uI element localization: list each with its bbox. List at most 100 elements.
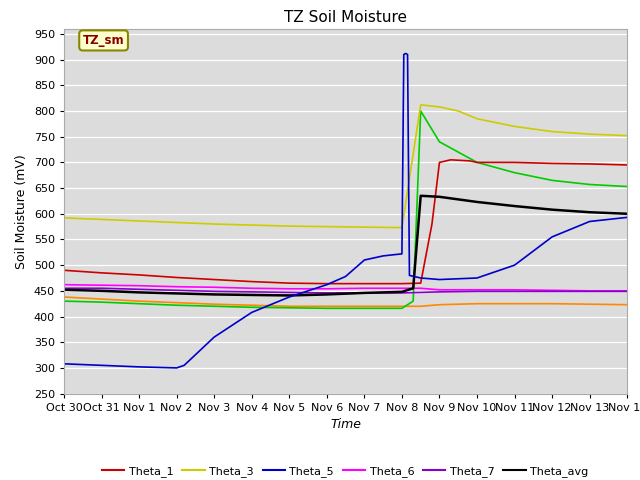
Theta_2: [511, 301, 518, 307]
Theta_7: [398, 290, 406, 296]
Theta_4: [511, 170, 518, 176]
Theta_2: [173, 300, 180, 306]
Theta_5: [285, 294, 293, 300]
Theta_2: [98, 296, 106, 302]
Theta_6: [248, 286, 255, 291]
Theta_5: [404, 52, 412, 58]
Theta_1: [285, 280, 293, 286]
Theta_1: [323, 281, 331, 287]
Theta_2: [360, 303, 368, 309]
Theta_6: [173, 284, 180, 289]
Theta_3: [454, 108, 462, 114]
Theta_3: [586, 131, 593, 137]
Theta_2: [135, 298, 143, 304]
Theta_5: [548, 234, 556, 240]
Theta_4: [135, 301, 143, 307]
Theta_5: [436, 276, 444, 282]
Theta_4: [548, 178, 556, 183]
Theta_3: [473, 116, 481, 121]
Theta_4: [248, 304, 255, 310]
Theta_1: [586, 161, 593, 167]
Theta_5: [398, 251, 406, 257]
Text: TZ_sm: TZ_sm: [83, 34, 124, 47]
Theta_5: [402, 50, 410, 56]
Theta_7: [623, 288, 631, 294]
Line: Theta_avg: Theta_avg: [64, 196, 627, 296]
Line: Theta_7: Theta_7: [64, 288, 627, 293]
Theta_avg: [623, 211, 631, 216]
Theta_3: [323, 224, 331, 229]
Theta_1: [447, 157, 454, 163]
Theta_3: [417, 102, 424, 108]
Theta_7: [135, 287, 143, 292]
Theta_1: [473, 159, 481, 165]
Theta_5: [623, 215, 631, 220]
Theta_6: [135, 283, 143, 288]
Theta_3: [248, 222, 255, 228]
Theta_5: [473, 275, 481, 281]
Theta_6: [360, 286, 368, 291]
Theta_1: [360, 281, 368, 287]
Theta_1: [98, 270, 106, 276]
Theta_avg: [586, 209, 593, 215]
Theta_1: [511, 159, 518, 165]
Line: Theta_2: Theta_2: [64, 297, 627, 306]
Theta_avg: [436, 194, 444, 200]
Theta_3: [548, 129, 556, 134]
Theta_4: [360, 305, 368, 311]
Theta_5: [211, 334, 218, 340]
Theta_7: [548, 288, 556, 294]
Theta_7: [211, 288, 218, 294]
Theta_5: [60, 361, 68, 367]
Theta_1: [398, 281, 406, 287]
Theta_4: [60, 298, 68, 304]
Theta_7: [323, 290, 331, 296]
Theta_4: [211, 303, 218, 309]
Theta_6: [323, 286, 331, 292]
Theta_2: [285, 303, 293, 309]
Theta_1: [623, 162, 631, 168]
Theta_avg: [60, 287, 68, 293]
Theta_3: [398, 225, 406, 230]
Theta_4: [398, 305, 406, 311]
Line: Theta_4: Theta_4: [64, 111, 627, 308]
Theta_avg: [285, 293, 293, 299]
Title: TZ Soil Moisture: TZ Soil Moisture: [284, 10, 407, 25]
Theta_1: [436, 159, 444, 165]
Theta_2: [60, 294, 68, 300]
Theta_6: [98, 282, 106, 288]
Theta_4: [436, 139, 444, 144]
Line: Theta_1: Theta_1: [64, 160, 627, 284]
Theta_6: [211, 284, 218, 290]
Y-axis label: Soil Moisture (mV): Soil Moisture (mV): [15, 154, 28, 269]
Theta_4: [623, 184, 631, 190]
Theta_1: [548, 160, 556, 166]
Theta_avg: [398, 289, 406, 295]
Theta_3: [98, 216, 106, 222]
Theta_5: [98, 362, 106, 368]
Theta_7: [173, 288, 180, 293]
Theta_6: [473, 287, 481, 293]
Theta_7: [285, 289, 293, 295]
Theta_5: [400, 52, 408, 58]
X-axis label: Time: Time: [330, 418, 361, 431]
Theta_avg: [417, 193, 424, 199]
Theta_3: [360, 224, 368, 230]
Theta_avg: [473, 199, 481, 205]
Theta_5: [323, 282, 331, 288]
Line: Theta_6: Theta_6: [64, 285, 627, 291]
Theta_7: [60, 286, 68, 291]
Theta_4: [586, 181, 593, 187]
Theta_7: [436, 289, 444, 295]
Theta_3: [436, 104, 444, 110]
Theta_3: [135, 218, 143, 224]
Theta_6: [285, 286, 293, 292]
Theta_6: [60, 282, 68, 288]
Line: Theta_3: Theta_3: [64, 105, 627, 228]
Theta_5: [380, 253, 387, 259]
Theta_avg: [511, 203, 518, 209]
Theta_3: [623, 133, 631, 139]
Theta_avg: [135, 289, 143, 295]
Theta_6: [586, 288, 593, 294]
Theta_6: [548, 288, 556, 293]
